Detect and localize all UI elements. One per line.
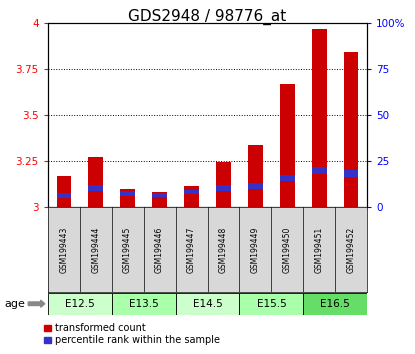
Text: GSM199452: GSM199452 — [347, 227, 356, 273]
Text: E14.5: E14.5 — [193, 298, 222, 309]
Bar — [88, 158, 103, 207]
Bar — [344, 170, 359, 177]
FancyArrow shape — [28, 300, 45, 307]
Text: GSM199446: GSM199446 — [155, 226, 164, 273]
Bar — [56, 193, 71, 198]
Bar — [152, 193, 167, 197]
Bar — [312, 167, 327, 174]
Text: GSM199447: GSM199447 — [187, 226, 196, 273]
Text: E13.5: E13.5 — [129, 298, 159, 309]
Bar — [312, 29, 327, 207]
Bar — [344, 52, 359, 207]
Bar — [184, 190, 199, 194]
Text: E15.5: E15.5 — [256, 298, 286, 309]
Bar — [152, 192, 167, 207]
FancyBboxPatch shape — [303, 292, 367, 315]
Bar — [280, 84, 295, 207]
Bar — [88, 185, 103, 190]
Text: GSM199449: GSM199449 — [251, 226, 260, 273]
Bar — [248, 183, 263, 189]
FancyBboxPatch shape — [176, 292, 239, 315]
FancyBboxPatch shape — [112, 292, 176, 315]
Text: GSM199451: GSM199451 — [315, 227, 324, 273]
Text: GSM199445: GSM199445 — [123, 226, 132, 273]
FancyBboxPatch shape — [48, 292, 112, 315]
Text: GSM199443: GSM199443 — [59, 226, 68, 273]
Bar — [120, 189, 135, 207]
Text: GSM199448: GSM199448 — [219, 227, 228, 273]
Bar — [56, 176, 71, 207]
Text: GSM199444: GSM199444 — [91, 226, 100, 273]
Text: GDS2948 / 98776_at: GDS2948 / 98776_at — [128, 9, 287, 25]
Text: age: age — [4, 299, 25, 309]
Bar — [184, 186, 199, 207]
Text: E12.5: E12.5 — [65, 298, 95, 309]
FancyBboxPatch shape — [239, 292, 303, 315]
Legend: transformed count, percentile rank within the sample: transformed count, percentile rank withi… — [44, 324, 220, 346]
Bar — [120, 192, 135, 196]
Bar — [248, 145, 263, 207]
Text: GSM199450: GSM199450 — [283, 226, 292, 273]
Bar — [280, 175, 295, 181]
Text: E16.5: E16.5 — [320, 298, 350, 309]
Bar — [216, 185, 231, 190]
Bar — [216, 162, 231, 207]
